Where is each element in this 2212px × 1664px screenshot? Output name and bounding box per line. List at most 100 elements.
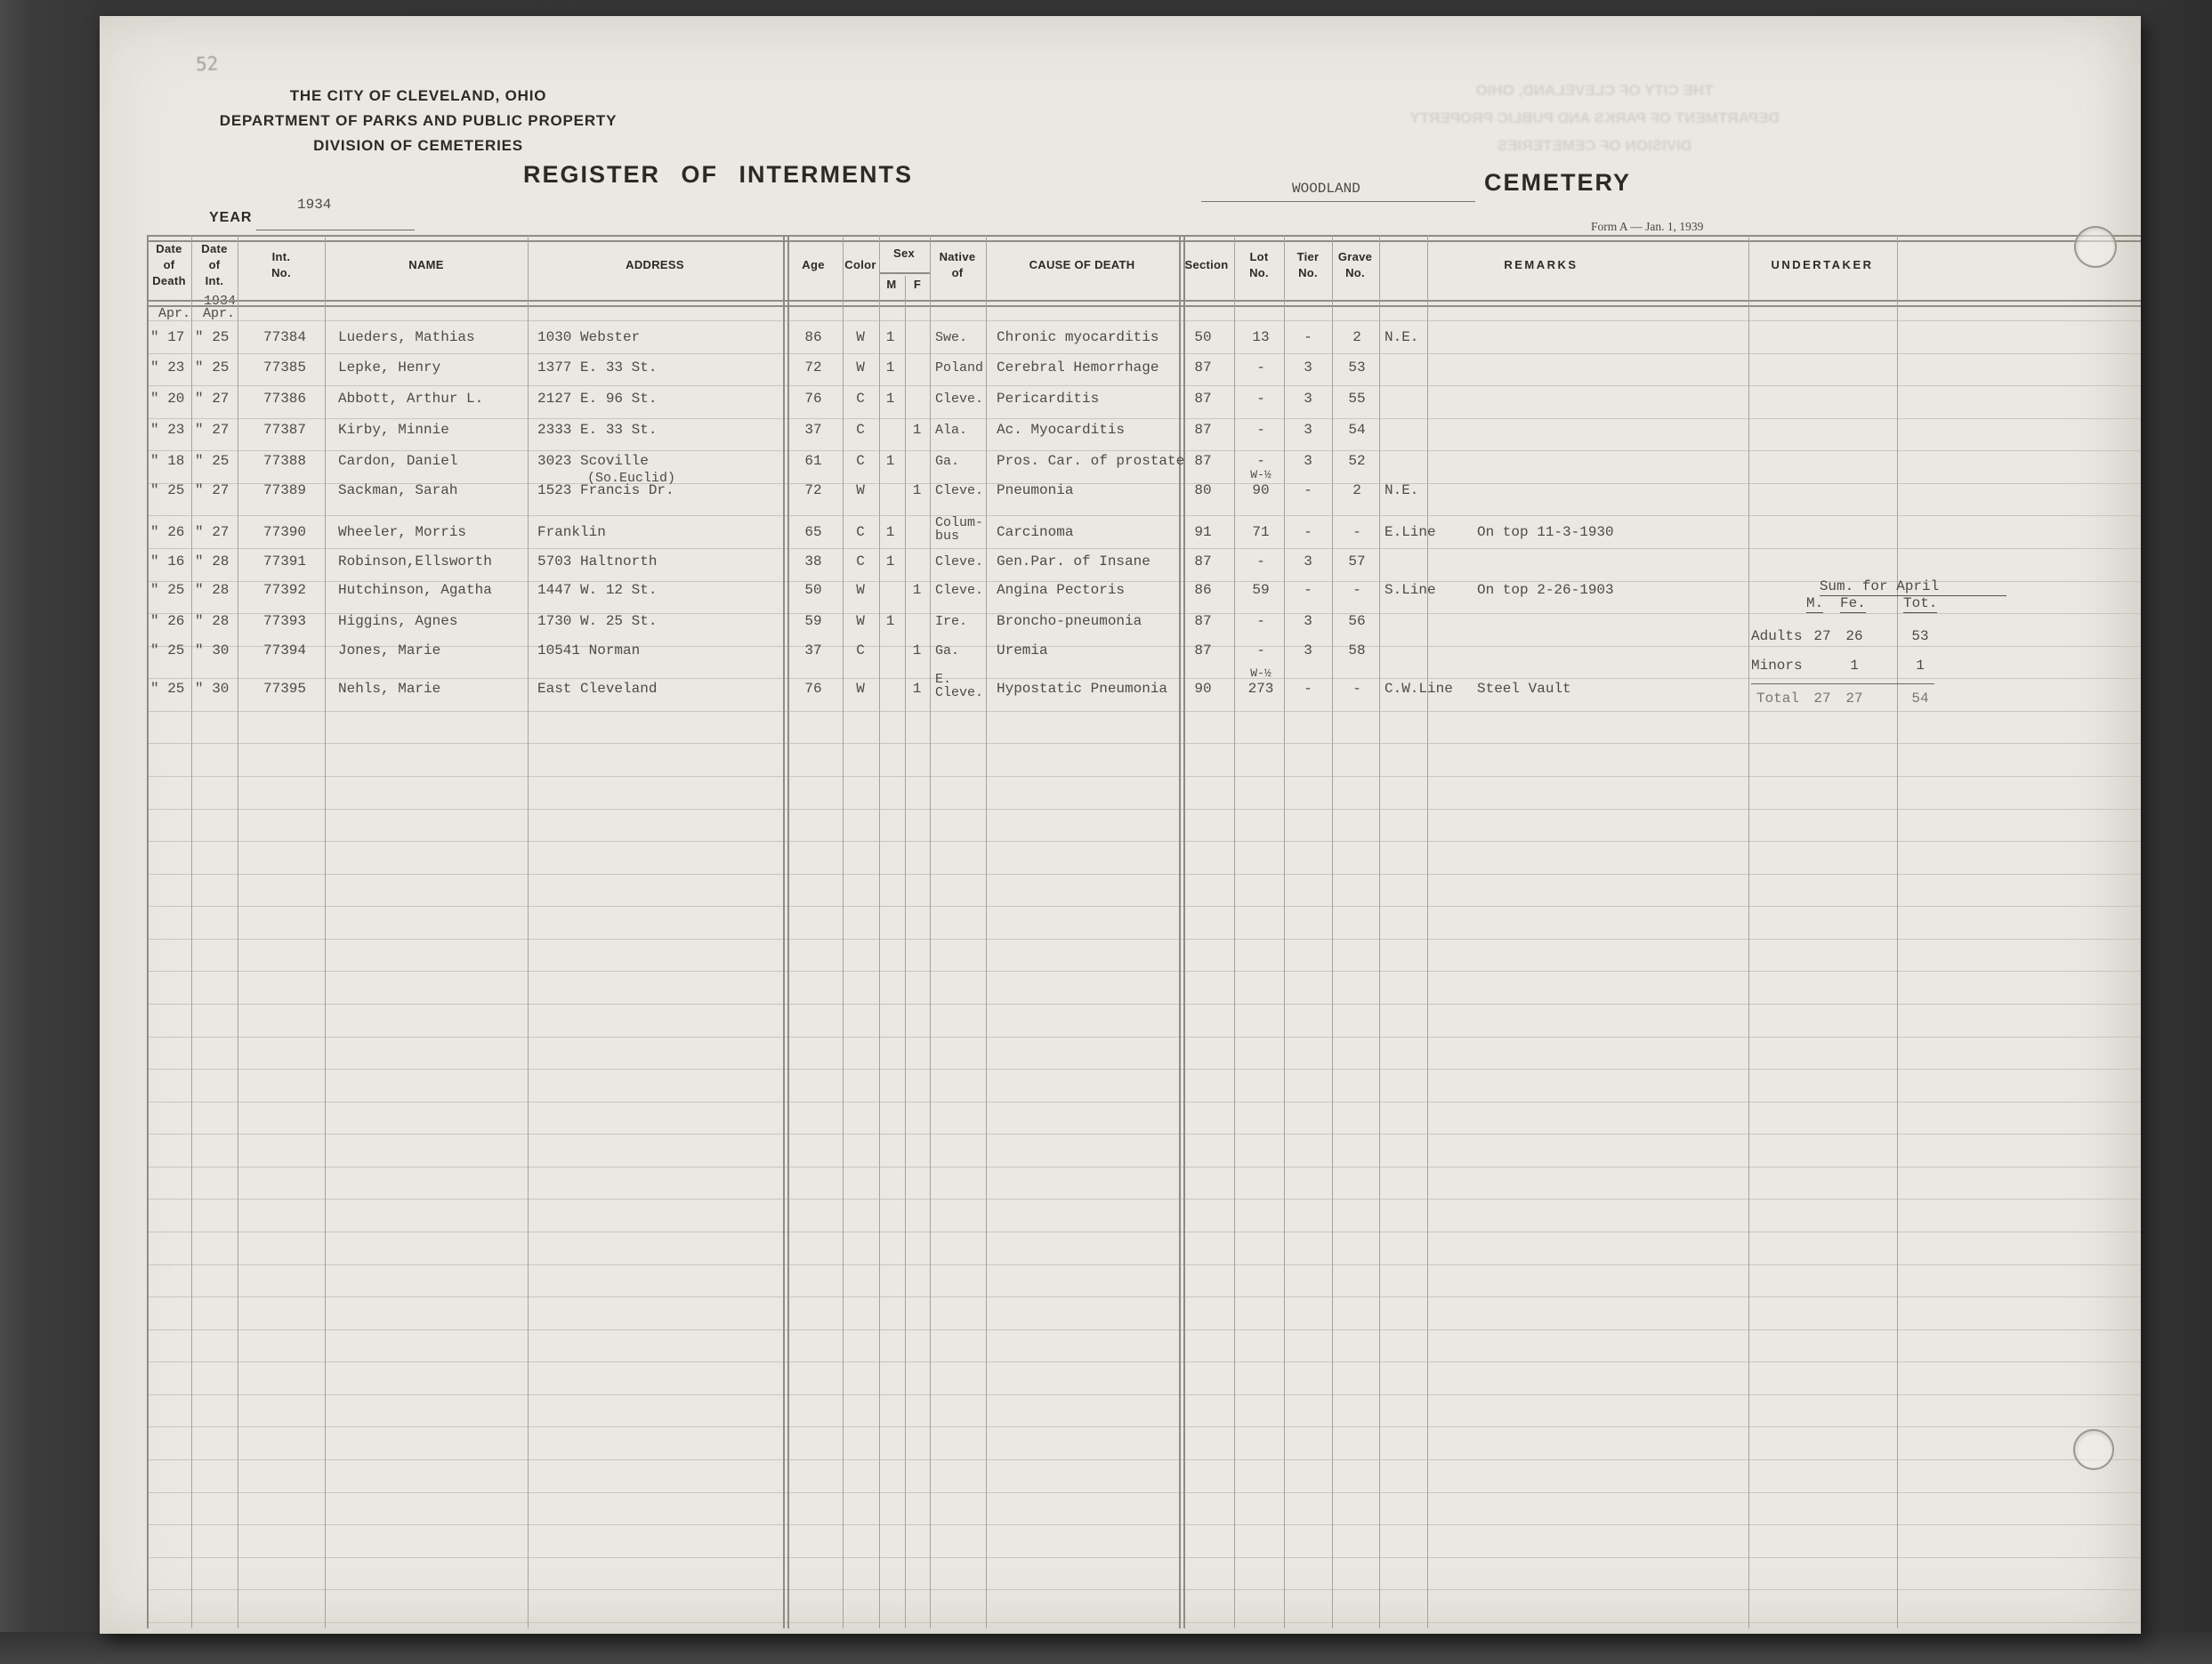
column-line [1379, 235, 1380, 1628]
cell-interment-number: 77385 [263, 359, 307, 376]
ruled-line [147, 1361, 2141, 1362]
cell-color: W [856, 329, 865, 345]
cell-tier-number: 3 [1304, 391, 1312, 407]
cell-lot-number: - [1256, 642, 1265, 658]
cell-sex-female: 1 [912, 582, 922, 598]
cell-tier-number: 3 [1304, 359, 1312, 376]
cell-grave-number: 55 [1348, 391, 1366, 407]
cell-address: 2127 E. 96 St. [537, 391, 658, 407]
cell-age: 76 [804, 681, 822, 697]
summary-col-total: Tot. [1903, 595, 1938, 613]
cell-interment-number: 77384 [263, 329, 307, 345]
cell-name: Robinson,Ellsworth [338, 553, 492, 569]
cell-section: 87 [1194, 642, 1212, 658]
cell-lot-number: 13 [1252, 329, 1270, 345]
interment-month: Apr. [203, 306, 236, 321]
column-header-tier-no: Tier No. [1296, 250, 1320, 279]
column-header-lot-no: Lot No. [1249, 250, 1269, 279]
column-header-sex: Sex [892, 246, 916, 260]
cell-section: 86 [1194, 582, 1212, 598]
cell-address: 1523 Francis Dr. [537, 482, 674, 498]
ruled-line [147, 418, 2141, 419]
cell-color: W [856, 482, 865, 498]
ghost-bleedthrough-text: THE CITY OF CLEVELAND, OHIO DEPARTMENT O… [1345, 77, 1844, 159]
table-border-line [147, 240, 2141, 242]
cell-address: 10541 Norman [537, 642, 641, 658]
cell-date-of-int: " 27 [195, 524, 230, 540]
column-header-sex-m: M [886, 278, 897, 291]
cell-grave-number: - [1352, 524, 1361, 540]
cell-date-of-death: " 18 [150, 453, 185, 469]
cell-cause-of-death: Cerebral Hemorrhage [997, 359, 1159, 376]
ruled-line [147, 711, 2141, 712]
cell-date-of-death: " 23 [150, 359, 185, 376]
cell-date-of-int: " 27 [195, 422, 230, 438]
ruled-line [147, 613, 2141, 614]
ruled-line [147, 1037, 2141, 1038]
cell-name: Higgins, Agnes [338, 613, 458, 629]
cell-cause-of-death: Hypostatic Pneumonia [997, 681, 1168, 697]
column-header-color: Color [844, 258, 876, 271]
form-note: Form A — Jan. 1, 1939 [1591, 220, 1704, 233]
binder-ring-top [2074, 226, 2117, 268]
cell-age: 61 [804, 453, 822, 469]
ruled-line [147, 450, 2141, 451]
cell-cause-of-death: Pneumonia [997, 482, 1074, 498]
cell-lot-number: - [1256, 359, 1265, 376]
cell-date-of-death: " 26 [150, 613, 185, 629]
cell-native-of: Swe. [935, 330, 968, 345]
ruled-line [147, 906, 2141, 907]
summary-female-count: 26 [1845, 628, 1863, 644]
cell-section: 87 [1194, 422, 1212, 438]
ruled-line [147, 1264, 2141, 1265]
cell-native-of: Ga. [935, 454, 960, 469]
cell-interment-number: 77390 [263, 524, 307, 540]
cell-date-of-death: " 16 [150, 553, 185, 569]
cell-sex-male: 1 [885, 329, 895, 345]
cell-grave-number: 53 [1348, 359, 1366, 376]
cell-address: Franklin [537, 524, 606, 540]
column-header-grave-no: Grave No. [1337, 250, 1373, 279]
cell-sex-male: 1 [885, 613, 895, 629]
ruled-line [147, 548, 2141, 549]
cell-line: S.Line [1385, 582, 1436, 598]
ruled-line [147, 939, 2141, 940]
column-header-name: NAME [408, 258, 444, 271]
cell-cause-of-death: Broncho-pneumonia [997, 613, 1142, 629]
cell-tier-number: - [1304, 524, 1312, 540]
cell-interment-number: 77392 [263, 582, 307, 598]
cell-cause-of-death: Chronic myocarditis [997, 329, 1159, 345]
cell-lot-number: - [1256, 453, 1265, 469]
summary-label: Minors [1751, 658, 1803, 674]
cell-color: C [856, 524, 865, 540]
cell-name: Sackman, Sarah [338, 482, 458, 498]
column-line [843, 235, 844, 1628]
death-month: Apr. [158, 306, 191, 321]
column-header-address: ADDRESS [626, 258, 684, 271]
ruled-line [147, 515, 2141, 516]
cell-age: 59 [804, 613, 822, 629]
summary-female-count: 1 [1850, 658, 1859, 674]
cell-tier-number: - [1304, 681, 1312, 697]
cell-age: 76 [804, 391, 822, 407]
ruled-line [147, 483, 2141, 484]
org-line-1: THE CITY OF CLEVELAND, OHIO [289, 87, 547, 104]
cell-date-of-death: " 25 [150, 642, 185, 658]
cell-address: 1030 Webster [537, 329, 641, 345]
ruled-line [147, 1622, 2141, 1623]
cell-address: 1377 E. 33 St. [537, 359, 658, 376]
binder-ring-bottom [2073, 1429, 2114, 1470]
cell-grave-number: - [1352, 681, 1361, 697]
cell-remarks: Steel Vault [1477, 681, 1571, 697]
cell-color: C [856, 422, 865, 438]
column-header-date-of-int: Date of Int. [201, 242, 228, 287]
cell-native-of: Cleve. [935, 554, 984, 569]
ruled-line [147, 841, 2141, 842]
cell-color: C [856, 642, 865, 658]
cell-section: 87 [1194, 359, 1212, 376]
table-border-line [147, 305, 2141, 307]
table-border-line [147, 300, 2141, 302]
ruled-line [147, 776, 2141, 777]
cell-section: 87 [1194, 453, 1212, 469]
